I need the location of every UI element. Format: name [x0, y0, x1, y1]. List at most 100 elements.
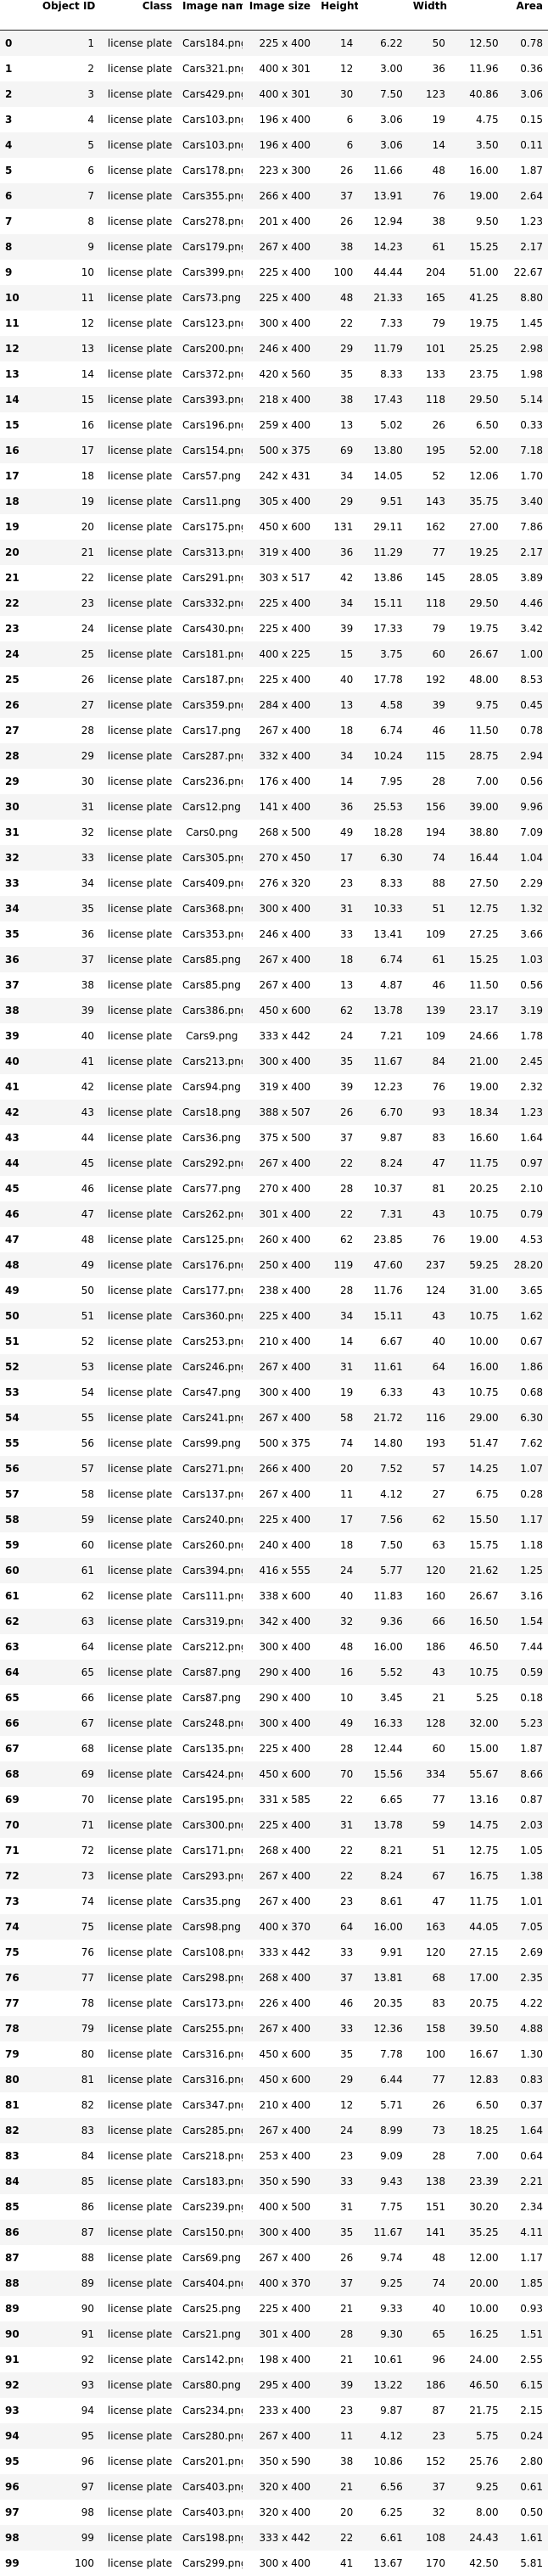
image-size-cell: 450 x 600 [243, 998, 316, 1023]
height-cell: 34 [316, 1303, 358, 1329]
image-size-cell: 400 x 225 [243, 641, 316, 667]
image-size-cell: 218 x 400 [243, 387, 316, 412]
object-id-cell: 5 [37, 132, 99, 158]
relative-height-cell: 7.50 [358, 81, 408, 107]
image-name-cell: Cars36.png [177, 1125, 243, 1151]
area-cell: 5.14 [504, 387, 548, 412]
image-size-cell: 500 x 375 [243, 1431, 316, 1456]
area-cell: 4.11 [504, 2220, 548, 2245]
image-size-cell: 267 x 400 [243, 234, 316, 260]
object-id-cell: 32 [37, 820, 99, 845]
class-cell: license plate [99, 820, 177, 845]
relative-width-cell: 55.67 [450, 1761, 504, 1787]
image-name-cell: Cars347.png [177, 2092, 243, 2118]
width-cell: 59 [408, 1812, 450, 1838]
image-name-cell: Cars17.png [177, 718, 243, 743]
image-size-cell: 267 x 400 [243, 972, 316, 998]
class-cell: license plate [99, 540, 177, 565]
height-cell: 13 [316, 972, 358, 998]
image-name-cell: Cars94.png [177, 1074, 243, 1100]
relative-width-cell: 15.75 [450, 1532, 504, 1558]
height-cell: 31 [316, 1812, 358, 1838]
width-cell: 47 [408, 1151, 450, 1176]
column-header-width: Width [408, 0, 450, 31]
object-id-cell: 58 [37, 1481, 99, 1507]
width-cell: 334 [408, 1761, 450, 1787]
image-size-cell: 198 x 400 [243, 2347, 316, 2372]
row-index: 76 [0, 1965, 37, 1991]
class-cell: license plate [99, 2372, 177, 2398]
height-cell: 48 [316, 1634, 358, 1660]
width-cell: 19 [408, 107, 450, 132]
relative-width-cell: 18.25 [450, 2118, 504, 2143]
relative-height-cell: 9.25 [358, 2271, 408, 2296]
width-cell: 60 [408, 1736, 450, 1761]
width-cell: 50 [408, 31, 450, 57]
image-size-cell: 270 x 450 [243, 845, 316, 871]
class-cell: license plate [99, 260, 177, 285]
image-size-cell: 225 x 400 [243, 591, 316, 616]
image-size-cell: 450 x 600 [243, 2067, 316, 2092]
relative-width-cell: 17.00 [450, 1965, 504, 1991]
relative-height-cell: 16.00 [358, 1914, 408, 1940]
class-cell: license plate [99, 1736, 177, 1761]
row-index: 89 [0, 2296, 37, 2321]
height-cell: 29 [316, 336, 358, 361]
width-cell: 88 [408, 871, 450, 896]
relative-height-cell: 11.67 [358, 2220, 408, 2245]
width-cell: 139 [408, 998, 450, 1023]
row-index: 21 [0, 565, 37, 591]
row-index: 51 [0, 1329, 37, 1354]
height-cell: 20 [316, 1456, 358, 1481]
image-name-cell: Cars9.png [177, 1023, 243, 1049]
image-size-cell: 242 x 431 [243, 463, 316, 489]
relative-height-cell: 9.74 [358, 2245, 408, 2271]
relative-width-cell: 29.00 [450, 1405, 504, 1431]
class-cell: license plate [99, 1914, 177, 1940]
image-size-cell: 266 x 400 [243, 183, 316, 209]
index-header [0, 0, 37, 31]
relative-height-cell: 5.71 [358, 2092, 408, 2118]
object-id-cell: 79 [37, 2016, 99, 2041]
height-cell: 69 [316, 438, 358, 463]
width-cell: 43 [408, 1660, 450, 1685]
row-index: 38 [0, 998, 37, 1023]
relative-width-cell: 59.25 [450, 1252, 504, 1278]
relative-height-cell: 13.81 [358, 1965, 408, 1991]
relative-width-cell: 16.50 [450, 1609, 504, 1634]
image-name-cell: Cars403.png [177, 2474, 243, 2500]
image-name-cell: Cars234.png [177, 2398, 243, 2423]
relative-height-cell: 9.33 [358, 2296, 408, 2321]
class-cell: license plate [99, 641, 177, 667]
area-cell: 0.67 [504, 1329, 548, 1354]
area-cell: 0.37 [504, 2092, 548, 2118]
image-name-cell: Cars47.png [177, 1380, 243, 1405]
height-cell: 6 [316, 107, 358, 132]
row-index: 61 [0, 1583, 37, 1609]
width-cell: 165 [408, 285, 450, 311]
width-cell: 39 [408, 692, 450, 718]
image-size-cell: 225 x 400 [243, 260, 316, 285]
area-cell: 3.40 [504, 489, 548, 514]
width-cell: 192 [408, 667, 450, 692]
height-cell: 22 [316, 2525, 358, 2551]
row-index: 5 [0, 158, 37, 183]
object-id-cell: 84 [37, 2143, 99, 2169]
height-cell: 6 [316, 132, 358, 158]
height-cell: 37 [316, 1965, 358, 1991]
relative-width-cell: 26.67 [450, 641, 504, 667]
row-index: 22 [0, 591, 37, 616]
relative-height-cell: 9.51 [358, 489, 408, 514]
image-name-cell: Cars73.png [177, 285, 243, 311]
height-cell: 41 [316, 2551, 358, 2576]
width-cell: 68 [408, 1965, 450, 1991]
relative-width-cell: 9.75 [450, 692, 504, 718]
